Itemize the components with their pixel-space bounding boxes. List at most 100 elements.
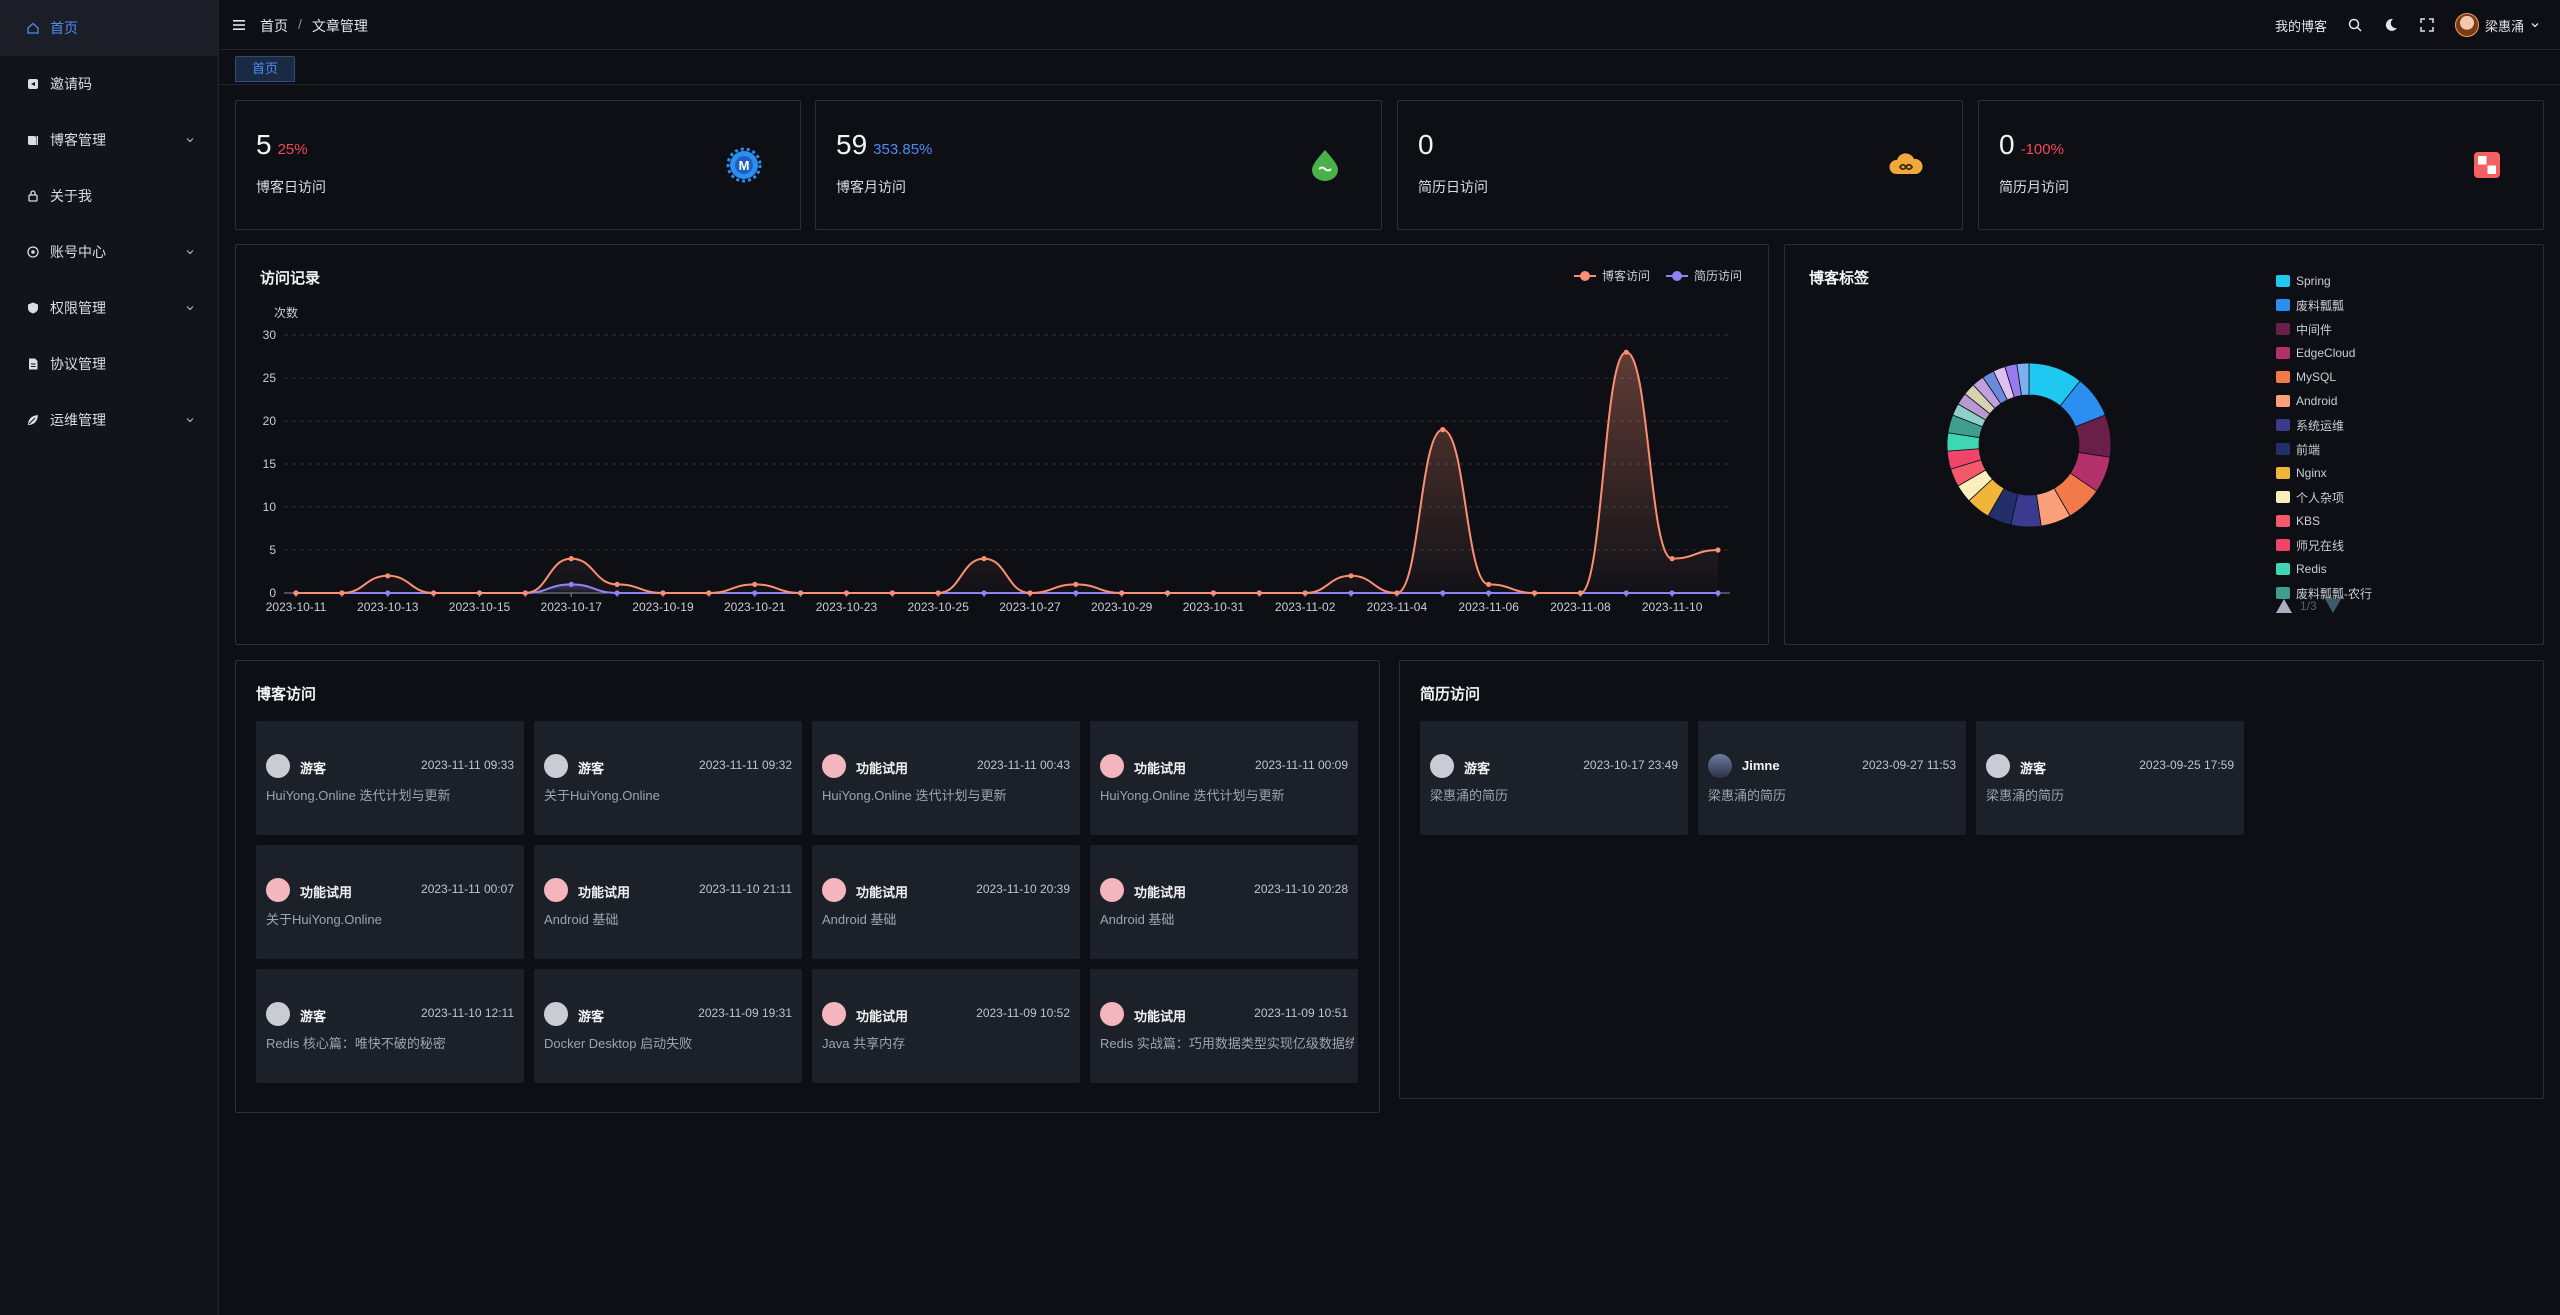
legend-item[interactable]: 中间件 xyxy=(2276,317,2372,341)
legend-item-resume[interactable]: 简历访问 xyxy=(1665,267,1742,284)
visit-card[interactable]: 功能试用 2023-11-10 21:11 Android 基础 xyxy=(534,845,802,959)
y-axis-label: 次数 xyxy=(274,305,298,320)
visited-page-title[interactable]: Android 基础 xyxy=(544,912,619,927)
visit-card[interactable]: 功能试用 2023-11-11 00:07 关于HuiYong.Online xyxy=(256,845,524,959)
stat-card-blog-monthly: 59 353.85% 博客月访问 xyxy=(815,100,1382,230)
sidebar-item-1[interactable]: 邀请码 xyxy=(0,56,218,112)
y-tick-label: 20 xyxy=(263,414,277,428)
visited-page-title[interactable]: Android 基础 xyxy=(822,912,897,927)
visitor-avatar xyxy=(544,1002,568,1026)
visited-page-title[interactable]: HuiYong.Online 迭代计划与更新 xyxy=(266,788,451,803)
legend-item[interactable]: Redis xyxy=(2276,557,2372,581)
sidebar-item-7[interactable]: 运维管理 xyxy=(0,392,218,448)
visited-page-title[interactable]: Docker Desktop 启动失败 xyxy=(544,1036,693,1051)
legend-item[interactable]: Spring xyxy=(2276,269,2372,293)
visited-page-title[interactable]: 梁惠涌的简历 xyxy=(1708,788,1787,803)
sidebar-menu: 首页邀请码 博客管理 关于我 账号中心 权限管理协议管理运维管理 xyxy=(0,0,218,448)
user-menu[interactable]: 梁惠涌 xyxy=(2454,13,2540,37)
legend-item-blog[interactable]: 博客访问 xyxy=(1573,267,1650,284)
sidebar-item-4[interactable]: 账号中心 xyxy=(0,224,218,280)
username[interactable]: 梁惠涌 xyxy=(2484,18,2524,34)
my-blog-link[interactable]: 我的博客 xyxy=(2274,18,2327,34)
visited-page-title[interactable]: HuiYong.Online 迭代计划与更新 xyxy=(822,788,1007,803)
legend-item[interactable]: 前端 xyxy=(2276,437,2372,461)
visit-card[interactable]: 游客 2023-11-10 12:11 Redis 核心篇：唯快不破的秘密 xyxy=(256,969,524,1083)
resume-visits-panel: 简历访问 游客 2023-10-17 23:49 梁惠涌的简历 Jimne 2023-0… xyxy=(1399,660,2544,1099)
data-point xyxy=(1119,590,1125,596)
visited-page-title[interactable]: 关于HuiYong.Online xyxy=(266,912,382,927)
visit-card[interactable]: 功能试用 2023-11-11 00:43 HuiYong.Online 迭代计划与… xyxy=(812,721,1080,835)
legend-item[interactable]: KBS xyxy=(2276,509,2372,533)
visit-card[interactable]: 游客 2023-11-09 19:31 Docker Desktop 启动失败 xyxy=(534,969,802,1083)
visit-card[interactable]: 功能试用 2023-11-09 10:51 Redis 实战篇：巧用数据类型实现亿级… xyxy=(1090,969,1358,1083)
visitor-avatar xyxy=(1100,754,1124,778)
visit-card[interactable]: 功能试用 2023-11-09 10:52 Java 共享内存 xyxy=(812,969,1080,1083)
legend-swatch xyxy=(2276,299,2290,311)
sidebar-item-label: 协议管理 xyxy=(50,356,106,372)
data-point xyxy=(1577,590,1583,596)
legend-item[interactable]: Nginx xyxy=(2276,461,2372,485)
dark-mode-moon-icon[interactable] xyxy=(2383,17,2399,33)
visit-card[interactable]: 功能试用 2023-11-10 20:39 Android 基础 xyxy=(812,845,1080,959)
visit-card[interactable]: 游客 2023-10-17 23:49 梁惠涌的简历 xyxy=(1420,721,1688,835)
fullscreen-icon[interactable] xyxy=(2419,17,2435,33)
visitor-avatar xyxy=(822,754,846,778)
legend-item[interactable]: MySQL xyxy=(2276,365,2372,389)
breadcrumb-home[interactable]: 首页 xyxy=(260,18,288,34)
menu-toggle-icon[interactable] xyxy=(232,17,248,33)
visited-page-title[interactable]: 关于HuiYong.Online xyxy=(544,788,660,803)
visitor-avatar xyxy=(266,754,290,778)
visits-chart-panel: 访问记录 博客访问 简历访问 次数 0 5 10 15 20 25 30 2023-10-11 2… xyxy=(235,244,1769,645)
visit-time: 2023-11-11 00:09 xyxy=(1255,758,1348,772)
blog-visits-panel: 博客访问 游客 2023-11-11 09:33 HuiYong.Online 迭代… xyxy=(235,660,1380,1113)
data-point xyxy=(1210,590,1217,596)
panel-title: 访问记录 xyxy=(260,270,321,287)
legend-item[interactable]: Android xyxy=(2276,389,2372,413)
pie-slice[interactable] xyxy=(2016,362,2030,397)
visit-card[interactable]: 游客 2023-11-11 09:33 HuiYong.Online 迭代计划与更新 xyxy=(256,721,524,835)
visited-page-title[interactable]: Android 基础 xyxy=(1100,912,1175,927)
pager-prev-icon[interactable] xyxy=(2276,599,2292,613)
chart-legend: 博客访问 简历访问 xyxy=(1573,267,1742,284)
legend-label: Redis xyxy=(2296,562,2327,576)
legend-item[interactable]: 废料瓢瓢-农行 xyxy=(2276,581,2372,605)
legend-item[interactable]: EdgeCloud xyxy=(2276,341,2372,365)
legend-swatch xyxy=(2276,323,2290,335)
sidebar-item-5[interactable]: 权限管理 xyxy=(0,280,218,336)
visited-page-title[interactable]: Redis 实战篇：巧用数据类型实现亿级数据统计 xyxy=(1100,1036,1354,1051)
legend-item[interactable]: 个人杂项 xyxy=(2276,485,2372,509)
visit-card[interactable]: 游客 2023-11-11 09:32 关于HuiYong.Online xyxy=(534,721,802,835)
x-tick-label: 2023-11-02 xyxy=(1275,600,1336,614)
visited-page-title[interactable]: Java 共享内存 xyxy=(822,1036,906,1051)
visit-card[interactable]: Jimne 2023-09-27 11:53 梁惠涌的简历 xyxy=(1698,721,1966,835)
legend-swatch xyxy=(2276,443,2290,455)
visit-card[interactable]: 功能试用 2023-11-11 00:09 HuiYong.Online 迭代计划与… xyxy=(1090,721,1358,835)
x-tick-label: 2023-10-31 xyxy=(1183,600,1245,614)
sidebar-item-6[interactable]: 协议管理 xyxy=(0,336,218,392)
visited-page-title[interactable]: HuiYong.Online 迭代计划与更新 xyxy=(1100,788,1285,803)
user-avatar[interactable] xyxy=(2454,13,2479,37)
panel-title: 简历访问 xyxy=(1420,686,1481,703)
visited-page-title[interactable]: Redis 核心篇：唯快不破的秘密 xyxy=(266,1036,446,1051)
chevron-down-icon xyxy=(186,250,194,255)
pager-next-icon[interactable] xyxy=(2324,599,2341,613)
legend-label: 师兄在线 xyxy=(2296,538,2345,553)
panel-title: 博客访问 xyxy=(256,686,317,703)
visited-page-title[interactable]: 梁惠涌的简历 xyxy=(1430,788,1509,803)
chevron-down-icon[interactable] xyxy=(2530,20,2540,30)
visitor-name: Jimne xyxy=(1742,758,1780,773)
x-tick-label: 2023-10-25 xyxy=(907,600,969,614)
tab-home[interactable]: 首页 xyxy=(235,56,296,82)
sidebar-item-0[interactable]: 首页 xyxy=(0,0,218,56)
sidebar-item-label: 首页 xyxy=(50,20,78,36)
sidebar-item-2[interactable]: 博客管理 xyxy=(0,112,218,168)
legend-item[interactable]: 师兄在线 xyxy=(2276,533,2372,557)
legend-item[interactable]: 废料瓢瓢 xyxy=(2276,293,2372,317)
legend-item[interactable]: 系统运维 xyxy=(2276,413,2372,437)
sidebar-item-3[interactable]: 关于我 xyxy=(0,168,218,224)
visit-card[interactable]: 游客 2023-09-25 17:59 梁惠涌的简历 xyxy=(1976,721,2244,835)
search-icon[interactable] xyxy=(2347,17,2363,33)
visit-card[interactable]: 功能试用 2023-11-10 20:28 Android 基础 xyxy=(1090,845,1358,959)
visited-page-title[interactable]: 梁惠涌的简历 xyxy=(1986,788,2065,803)
visit-time: 2023-11-11 09:32 xyxy=(699,758,792,772)
